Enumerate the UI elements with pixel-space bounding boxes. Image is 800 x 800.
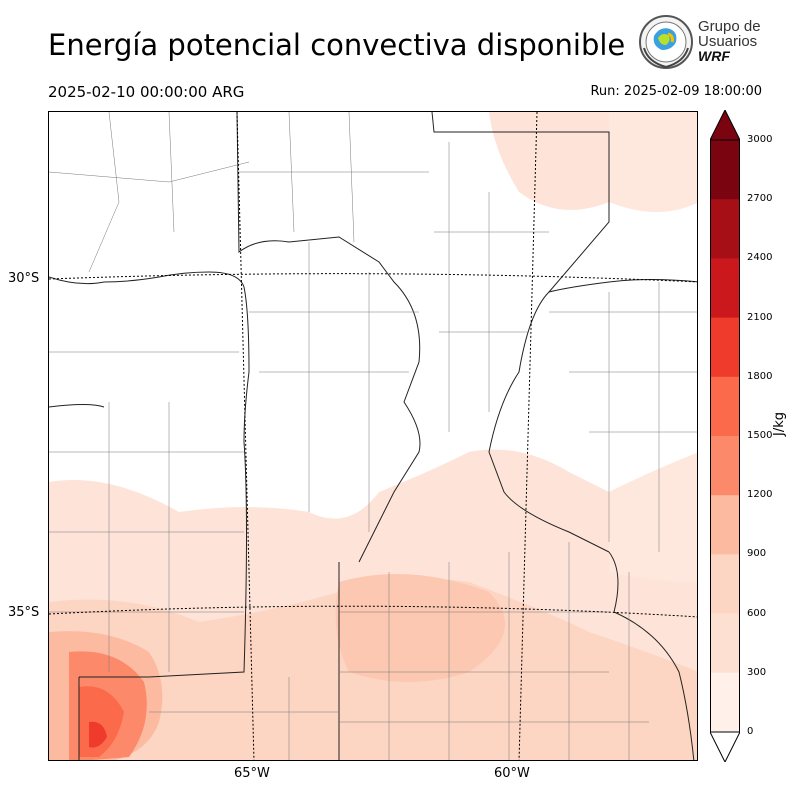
department-borders xyxy=(49,112,697,760)
logo-line1: Grupo de xyxy=(698,18,761,35)
lat-label-35s: 35°S xyxy=(8,605,40,620)
colorbar-unit: J/kg xyxy=(772,412,787,436)
wrf-logo: Grupo de Usuarios WRF xyxy=(638,14,788,74)
colorbar-segment xyxy=(710,317,740,378)
colorbar-extend-max xyxy=(710,110,740,141)
province-borders xyxy=(49,112,697,760)
colorbar-tick-label: 3000 xyxy=(747,134,773,145)
wrf-globe-icon xyxy=(639,15,693,69)
logo-line2: Usuarios xyxy=(698,33,758,50)
graticule xyxy=(49,112,697,760)
run-time: Run: 2025-02-09 18:00:00 xyxy=(590,84,762,99)
colorbar-tick-label: 2400 xyxy=(747,252,773,264)
map-canvas xyxy=(49,112,697,760)
colorbar-segment xyxy=(710,495,740,555)
colorbar-tick-label: 900 xyxy=(747,548,767,560)
colorbar-tick-label: 1500 xyxy=(747,430,773,441)
colorbar-tick-label: 2700 xyxy=(747,193,773,205)
cape-map xyxy=(48,111,698,761)
colorbar-extend-min xyxy=(710,731,740,762)
colorbar-segment xyxy=(710,258,740,319)
colorbar-tick-label: 600 xyxy=(747,607,767,619)
colorbar-segment xyxy=(710,436,740,496)
lon-label-65w: 65°W xyxy=(234,766,270,781)
colorbar-tick-label: 300 xyxy=(747,666,767,678)
colorbar-tick-label: 1200 xyxy=(747,489,773,501)
colorbar-segment xyxy=(710,140,740,200)
colorbar-tick-label: 0 xyxy=(747,726,754,737)
logo-line3: WRF xyxy=(698,48,730,64)
lon-label-60w: 60°W xyxy=(494,766,530,781)
colorbar-segment xyxy=(710,613,740,674)
colorbar-tick-label: 2100 xyxy=(747,311,773,323)
valid-time: 2025-02-10 00:00:00 ARG xyxy=(48,83,245,101)
colorbar-segment xyxy=(710,199,740,259)
cape-fill xyxy=(49,112,697,760)
colorbar-frame xyxy=(710,139,740,733)
colorbar-segment xyxy=(710,376,740,437)
lat-label-30s: 30°S xyxy=(8,271,40,286)
colorbar-segment xyxy=(710,554,740,615)
colorbar xyxy=(710,110,740,762)
map-title: Energía potencial convectiva disponible xyxy=(48,28,626,62)
colorbar-tick-label: 1800 xyxy=(747,370,773,382)
colorbar-segment xyxy=(710,672,740,733)
